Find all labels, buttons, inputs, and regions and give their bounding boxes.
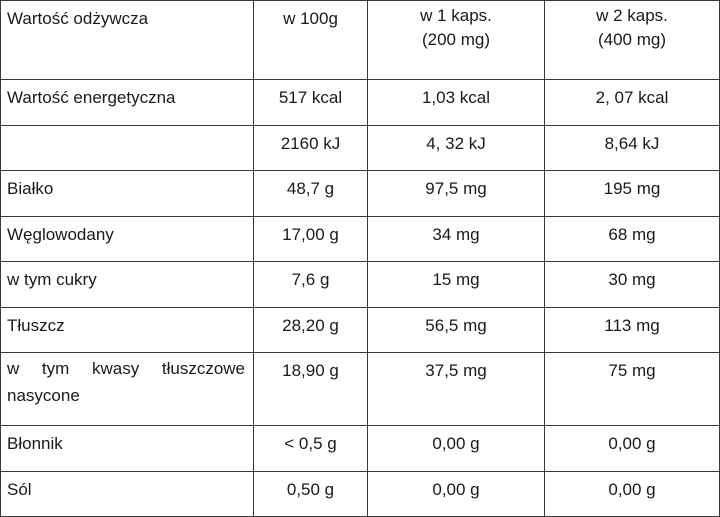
- table-row-salt: Sól 0,50 g 0,00 g 0,00 g: [0, 470, 720, 517]
- value-per-100g: 0,50 g: [253, 470, 368, 517]
- header-per-2-capsules: w 2 kaps. (400 mg): [544, 0, 720, 80]
- nutrient-label: Węglowodany: [0, 215, 254, 262]
- value-per-100g: 28,20 g: [253, 306, 368, 353]
- header-per-2-capsules-line1: w 2 kaps.: [596, 6, 668, 25]
- nutrient-label: Błonnik: [0, 425, 254, 472]
- value-per-1-capsule: 0,00 g: [367, 425, 545, 472]
- value-per-2-capsules: 0,00 g: [544, 425, 720, 472]
- nutrient-label: w tym cukry: [0, 261, 254, 308]
- table-row-carbohydrates: Węglowodany 17,00 g 34 mg 68 mg: [0, 215, 720, 262]
- value-per-1-capsule: 4, 32 kJ: [367, 124, 545, 171]
- nutrient-label: [0, 124, 254, 171]
- value-per-100g: 2160 kJ: [253, 124, 368, 171]
- value-per-100g: 48,7 g: [253, 170, 368, 217]
- table-row-energy-kcal: Wartość energetyczna 517 kcal 1,03 kcal …: [0, 79, 720, 126]
- table-row-energy-kj: 2160 kJ 4, 32 kJ 8,64 kJ: [0, 124, 720, 171]
- value-per-100g: 517 kcal: [253, 79, 368, 126]
- value-per-1-capsule: 0,00 g: [367, 470, 545, 517]
- value-per-100g: 7,6 g: [253, 261, 368, 308]
- table-row-fiber: Błonnik < 0,5 g 0,00 g 0,00 g: [0, 425, 720, 472]
- table-row-sugars: w tym cukry 7,6 g 15 mg 30 mg: [0, 261, 720, 308]
- value-per-2-capsules: 8,64 kJ: [544, 124, 720, 171]
- header-nutrient: Wartość odżywcza: [0, 0, 254, 80]
- value-per-2-capsules: 30 mg: [544, 261, 720, 308]
- header-per-2-capsules-line2: (400 mg): [597, 30, 667, 49]
- value-per-100g: 17,00 g: [253, 215, 368, 262]
- value-per-2-capsules: 195 mg: [544, 170, 720, 217]
- value-per-1-capsule: 1,03 kcal: [367, 79, 545, 126]
- header-per-1-capsule-line1: w 1 kaps.: [420, 6, 492, 25]
- header-per-1-capsule: w 1 kaps. (200 mg): [367, 0, 545, 80]
- value-per-1-capsule: 15 mg: [367, 261, 545, 308]
- value-per-1-capsule: 97,5 mg: [367, 170, 545, 217]
- value-per-2-capsules: 0,00 g: [544, 470, 720, 517]
- table-row-protein: Białko 48,7 g 97,5 mg 195 mg: [0, 170, 720, 217]
- nutrient-label: w tym kwasy tłuszczowe nasycone: [0, 352, 254, 426]
- value-per-100g: < 0,5 g: [253, 425, 368, 472]
- header-per-1-capsule-line2: (200 mg): [421, 30, 491, 49]
- table-row-fat: Tłuszcz 28,20 g 56,5 mg 113 mg: [0, 306, 720, 353]
- header-row: Wartość odżywcza w 100g w 1 kaps. (200 m…: [0, 0, 720, 80]
- value-per-1-capsule: 37,5 mg: [367, 352, 545, 426]
- value-per-1-capsule: 34 mg: [367, 215, 545, 262]
- value-per-2-capsules: 113 mg: [544, 306, 720, 353]
- table-row-saturated-fat: w tym kwasy tłuszczowe nasycone 18,90 g …: [0, 352, 720, 426]
- header-per-100g: w 100g: [253, 0, 368, 80]
- nutrient-label: Sól: [0, 470, 254, 517]
- value-per-2-capsules: 75 mg: [544, 352, 720, 426]
- value-per-1-capsule: 56,5 mg: [367, 306, 545, 353]
- value-per-100g: 18,90 g: [253, 352, 368, 426]
- value-per-2-capsules: 68 mg: [544, 215, 720, 262]
- nutrient-label: Wartość energetyczna: [0, 79, 254, 126]
- value-per-2-capsules: 2, 07 kcal: [544, 79, 720, 126]
- nutrient-label: Tłuszcz: [0, 306, 254, 353]
- nutrient-label: Białko: [0, 170, 254, 217]
